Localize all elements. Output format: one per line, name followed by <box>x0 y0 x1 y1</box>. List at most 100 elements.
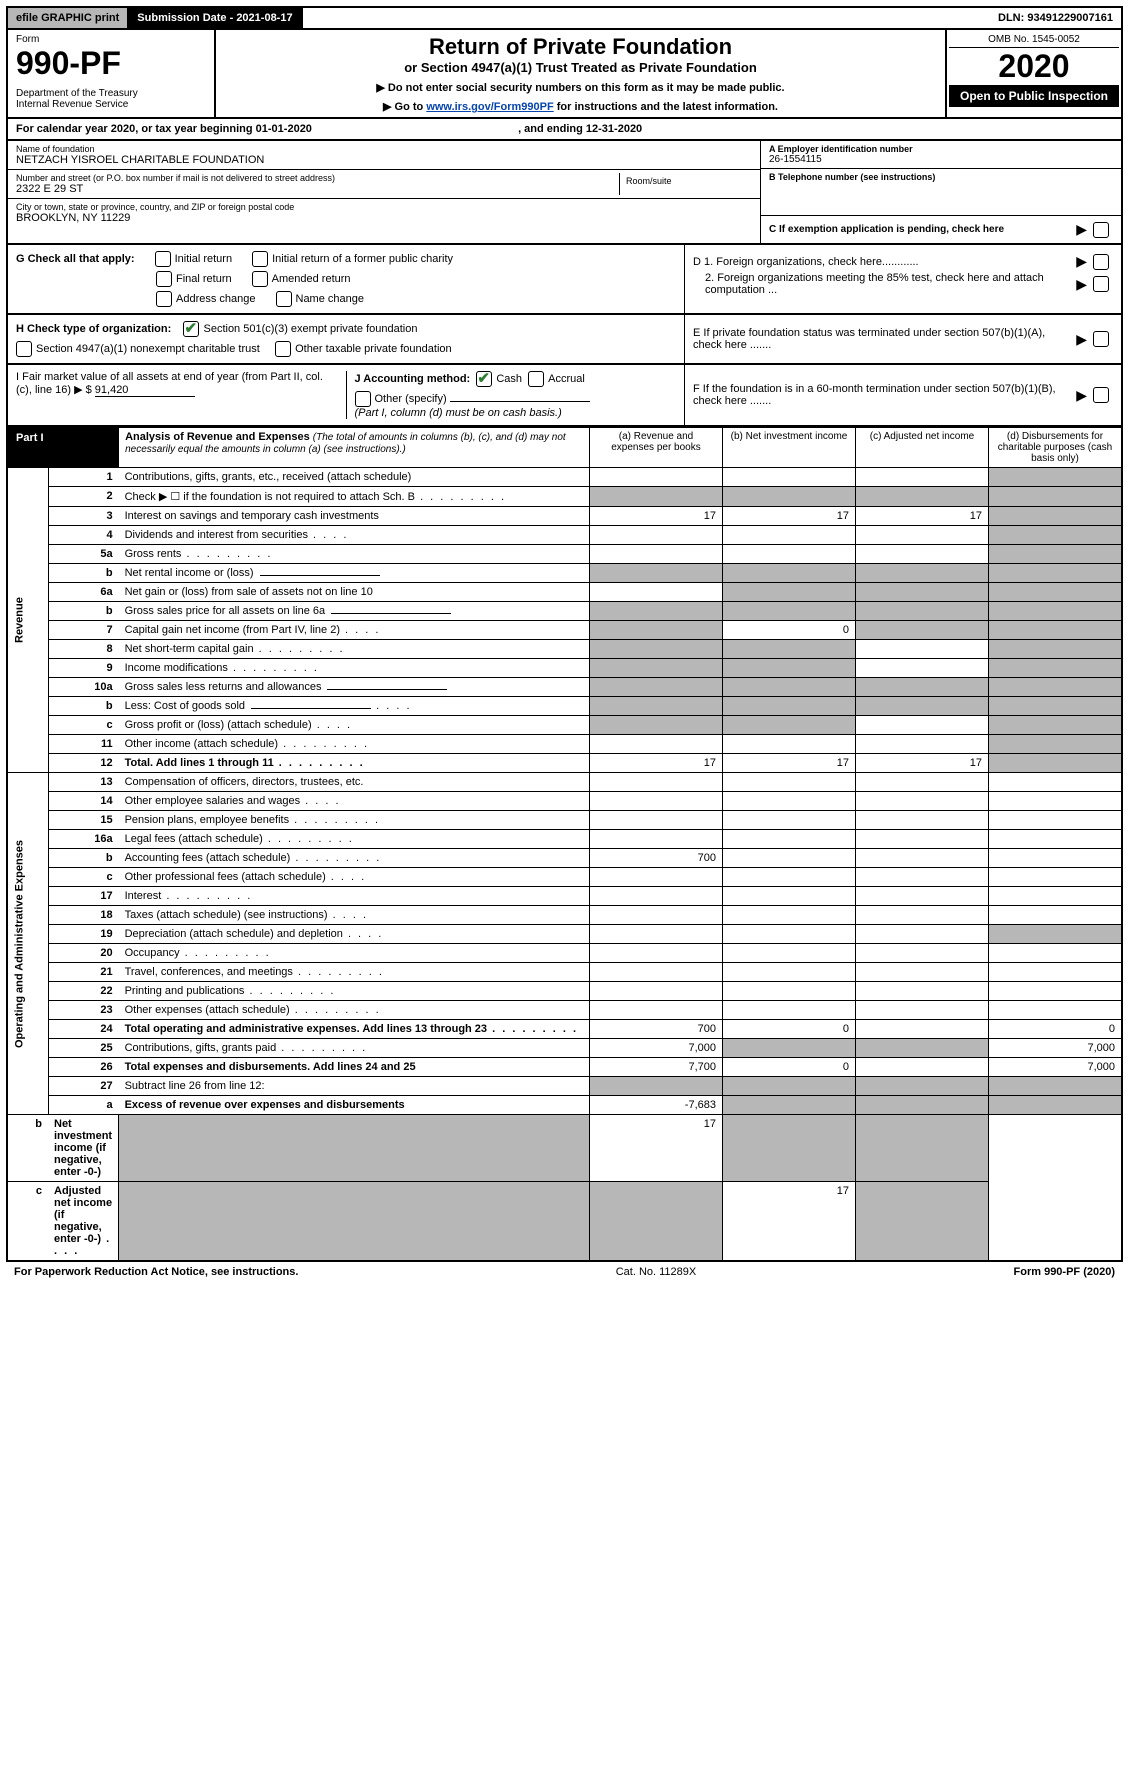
irs-link[interactable]: www.irs.gov/Form990PF <box>426 101 553 113</box>
cash-checkbox[interactable] <box>476 371 492 387</box>
header-left: Form 990-PF Department of the Treasury I… <box>8 30 216 117</box>
accrual-checkbox[interactable] <box>528 371 544 387</box>
table-row: bLess: Cost of goods sold <box>7 697 1122 716</box>
d1-checkbox[interactable] <box>1093 254 1109 270</box>
line-number: 7 <box>48 621 119 640</box>
line-value-b <box>723 1077 856 1096</box>
c-checkbox[interactable] <box>1093 222 1109 238</box>
line-value-b <box>723 1001 856 1020</box>
ij-box: I Fair market value of all assets at end… <box>8 365 685 425</box>
line-value-b <box>723 792 856 811</box>
line-value-a <box>590 468 723 487</box>
room-label: Room/suite <box>626 176 746 186</box>
table-row: bNet rental income or (loss) <box>7 564 1122 583</box>
line-value-c <box>856 982 989 1001</box>
line-value-d <box>989 906 1123 925</box>
department-label: Department of the Treasury Internal Reve… <box>16 88 206 110</box>
line-desc: Legal fees (attach schedule) <box>119 830 590 849</box>
line-value-b <box>723 468 856 487</box>
line-value-c: 17 <box>856 507 989 526</box>
tel-cell: B Telephone number (see instructions) <box>761 169 1121 216</box>
line-value-c <box>856 564 989 583</box>
line-number: 12 <box>48 754 119 773</box>
line-value-c <box>856 468 989 487</box>
name-change-checkbox[interactable] <box>276 291 292 307</box>
line-desc: Other income (attach schedule) <box>119 735 590 754</box>
c-label: C If exemption application is pending, c… <box>769 224 1070 235</box>
other-taxable-checkbox[interactable] <box>275 341 291 357</box>
line-number: 25 <box>48 1039 119 1058</box>
line-value-b <box>723 773 856 792</box>
form-note-1: ▶ Do not enter social security numbers o… <box>224 81 937 94</box>
line-desc: Taxes (attach schedule) (see instruction… <box>119 906 590 925</box>
s501-checkbox[interactable] <box>183 321 199 337</box>
section-g-d: G Check all that apply: Initial return I… <box>6 245 1123 315</box>
ein-value: 26-1554115 <box>769 154 1113 165</box>
table-row: 6aNet gain or (loss) from sale of assets… <box>7 583 1122 602</box>
cash-label: Cash <box>496 373 522 385</box>
line-desc: Accounting fees (attach schedule) <box>119 849 590 868</box>
d2-label: 2. Foreign organizations meeting the 85%… <box>693 272 1070 296</box>
table-row: 14Other employee salaries and wages <box>7 792 1122 811</box>
final-return-checkbox[interactable] <box>156 271 172 287</box>
line-number: 2 <box>48 487 119 507</box>
line-desc: Compensation of officers, directors, tru… <box>119 773 590 792</box>
line-value-b <box>723 963 856 982</box>
line-value-a <box>590 887 723 906</box>
line-value-b <box>723 487 856 507</box>
line-value-c: 17 <box>723 1182 856 1262</box>
line-value-d <box>989 1096 1123 1115</box>
line-value-a <box>590 868 723 887</box>
line-value-c <box>856 868 989 887</box>
f-checkbox[interactable] <box>1093 387 1109 403</box>
line-value-d <box>989 811 1123 830</box>
line-value-c <box>856 487 989 507</box>
form-number: 990-PF <box>16 45 206 82</box>
omb-number: OMB No. 1545-0052 <box>949 32 1119 48</box>
line-value-b: 0 <box>723 1020 856 1039</box>
line-number: 1 <box>48 468 119 487</box>
table-row: Operating and Administrative Expenses13C… <box>7 773 1122 792</box>
table-row: Revenue1Contributions, gifts, grants, et… <box>7 468 1122 487</box>
initial-public-checkbox[interactable] <box>252 251 268 267</box>
table-row: 12Total. Add lines 1 through 11171717 <box>7 754 1122 773</box>
other-method-checkbox[interactable] <box>355 391 371 407</box>
other-taxable-label: Other taxable private foundation <box>295 343 452 355</box>
f-label: F If the foundation is in a 60-month ter… <box>693 383 1070 407</box>
table-row: 7Capital gain net income (from Part IV, … <box>7 621 1122 640</box>
line-desc: Contributions, gifts, grants paid <box>119 1039 590 1058</box>
line-value-a: 17 <box>590 507 723 526</box>
line-value-d <box>989 1001 1123 1020</box>
address-change-checkbox[interactable] <box>156 291 172 307</box>
line-number: 16a <box>48 830 119 849</box>
line-value-c <box>856 1096 989 1115</box>
line-value-a <box>590 678 723 697</box>
e-checkbox[interactable] <box>1093 331 1109 347</box>
d2-checkbox[interactable] <box>1093 276 1109 292</box>
line-value-a: 7,000 <box>590 1039 723 1058</box>
s4947-checkbox[interactable] <box>16 341 32 357</box>
line-value-a <box>590 1077 723 1096</box>
line-number: 22 <box>48 982 119 1001</box>
line-desc: Net gain or (loss) from sale of assets n… <box>119 583 590 602</box>
tel-label: B Telephone number (see instructions) <box>769 172 1113 182</box>
line-value-b: 0 <box>723 621 856 640</box>
line-value-b <box>723 678 856 697</box>
table-row: aExcess of revenue over expenses and dis… <box>7 1096 1122 1115</box>
line-number: 27 <box>48 1077 119 1096</box>
line-number: 3 <box>48 507 119 526</box>
f-box: F If the foundation is in a 60-month ter… <box>685 367 1121 423</box>
line-desc: Subtract line 26 from line 12: <box>119 1077 590 1096</box>
table-row: bNet investment income (if negative, ent… <box>7 1115 1122 1182</box>
line-value-d: 7,000 <box>989 1058 1123 1077</box>
arrow-icon: ▶ <box>1076 276 1087 293</box>
table-row: 5aGross rents <box>7 545 1122 564</box>
form-subtitle: or Section 4947(a)(1) Trust Treated as P… <box>224 60 937 75</box>
line-value-d <box>989 944 1123 963</box>
j-label: J Accounting method: <box>355 373 471 385</box>
line-value-b: 17 <box>723 507 856 526</box>
initial-return-checkbox[interactable] <box>155 251 171 267</box>
amended-checkbox[interactable] <box>252 271 268 287</box>
line-desc: Capital gain net income (from Part IV, l… <box>119 621 590 640</box>
line-number: b <box>48 602 119 621</box>
